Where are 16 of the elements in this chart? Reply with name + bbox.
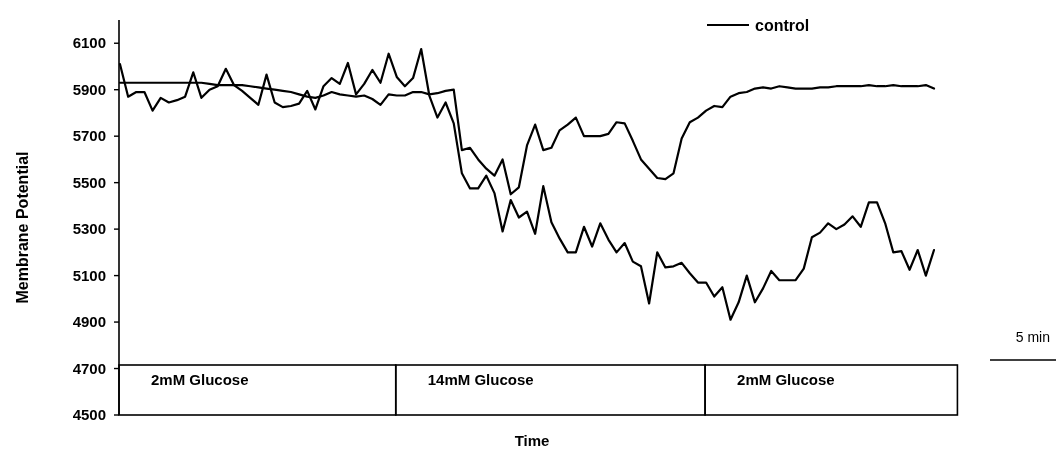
annotation: 2mM Glucose (737, 371, 835, 388)
x-axis-title: Time (514, 432, 550, 449)
y-tick-label: 5100 (72, 266, 106, 284)
annotation: 14mM Glucose (427, 371, 534, 388)
y-tick-label: 5500 (72, 173, 106, 191)
legend-label: control (755, 17, 810, 34)
y-tick-label: 5700 (72, 127, 106, 145)
y-tick-label: 6100 (72, 34, 106, 52)
y-tick-label: 4900 (72, 313, 106, 331)
y-tick-label: 5300 (72, 220, 106, 238)
y-tick-label: 4700 (72, 359, 106, 377)
text: 5 min (1015, 329, 1050, 345)
y-tick-label: 4500 (72, 406, 106, 424)
annotation: 2mM Glucose (151, 371, 249, 388)
y-tick-label: 5900 (72, 80, 106, 98)
y-axis-title: Membrane Potential (14, 151, 31, 304)
